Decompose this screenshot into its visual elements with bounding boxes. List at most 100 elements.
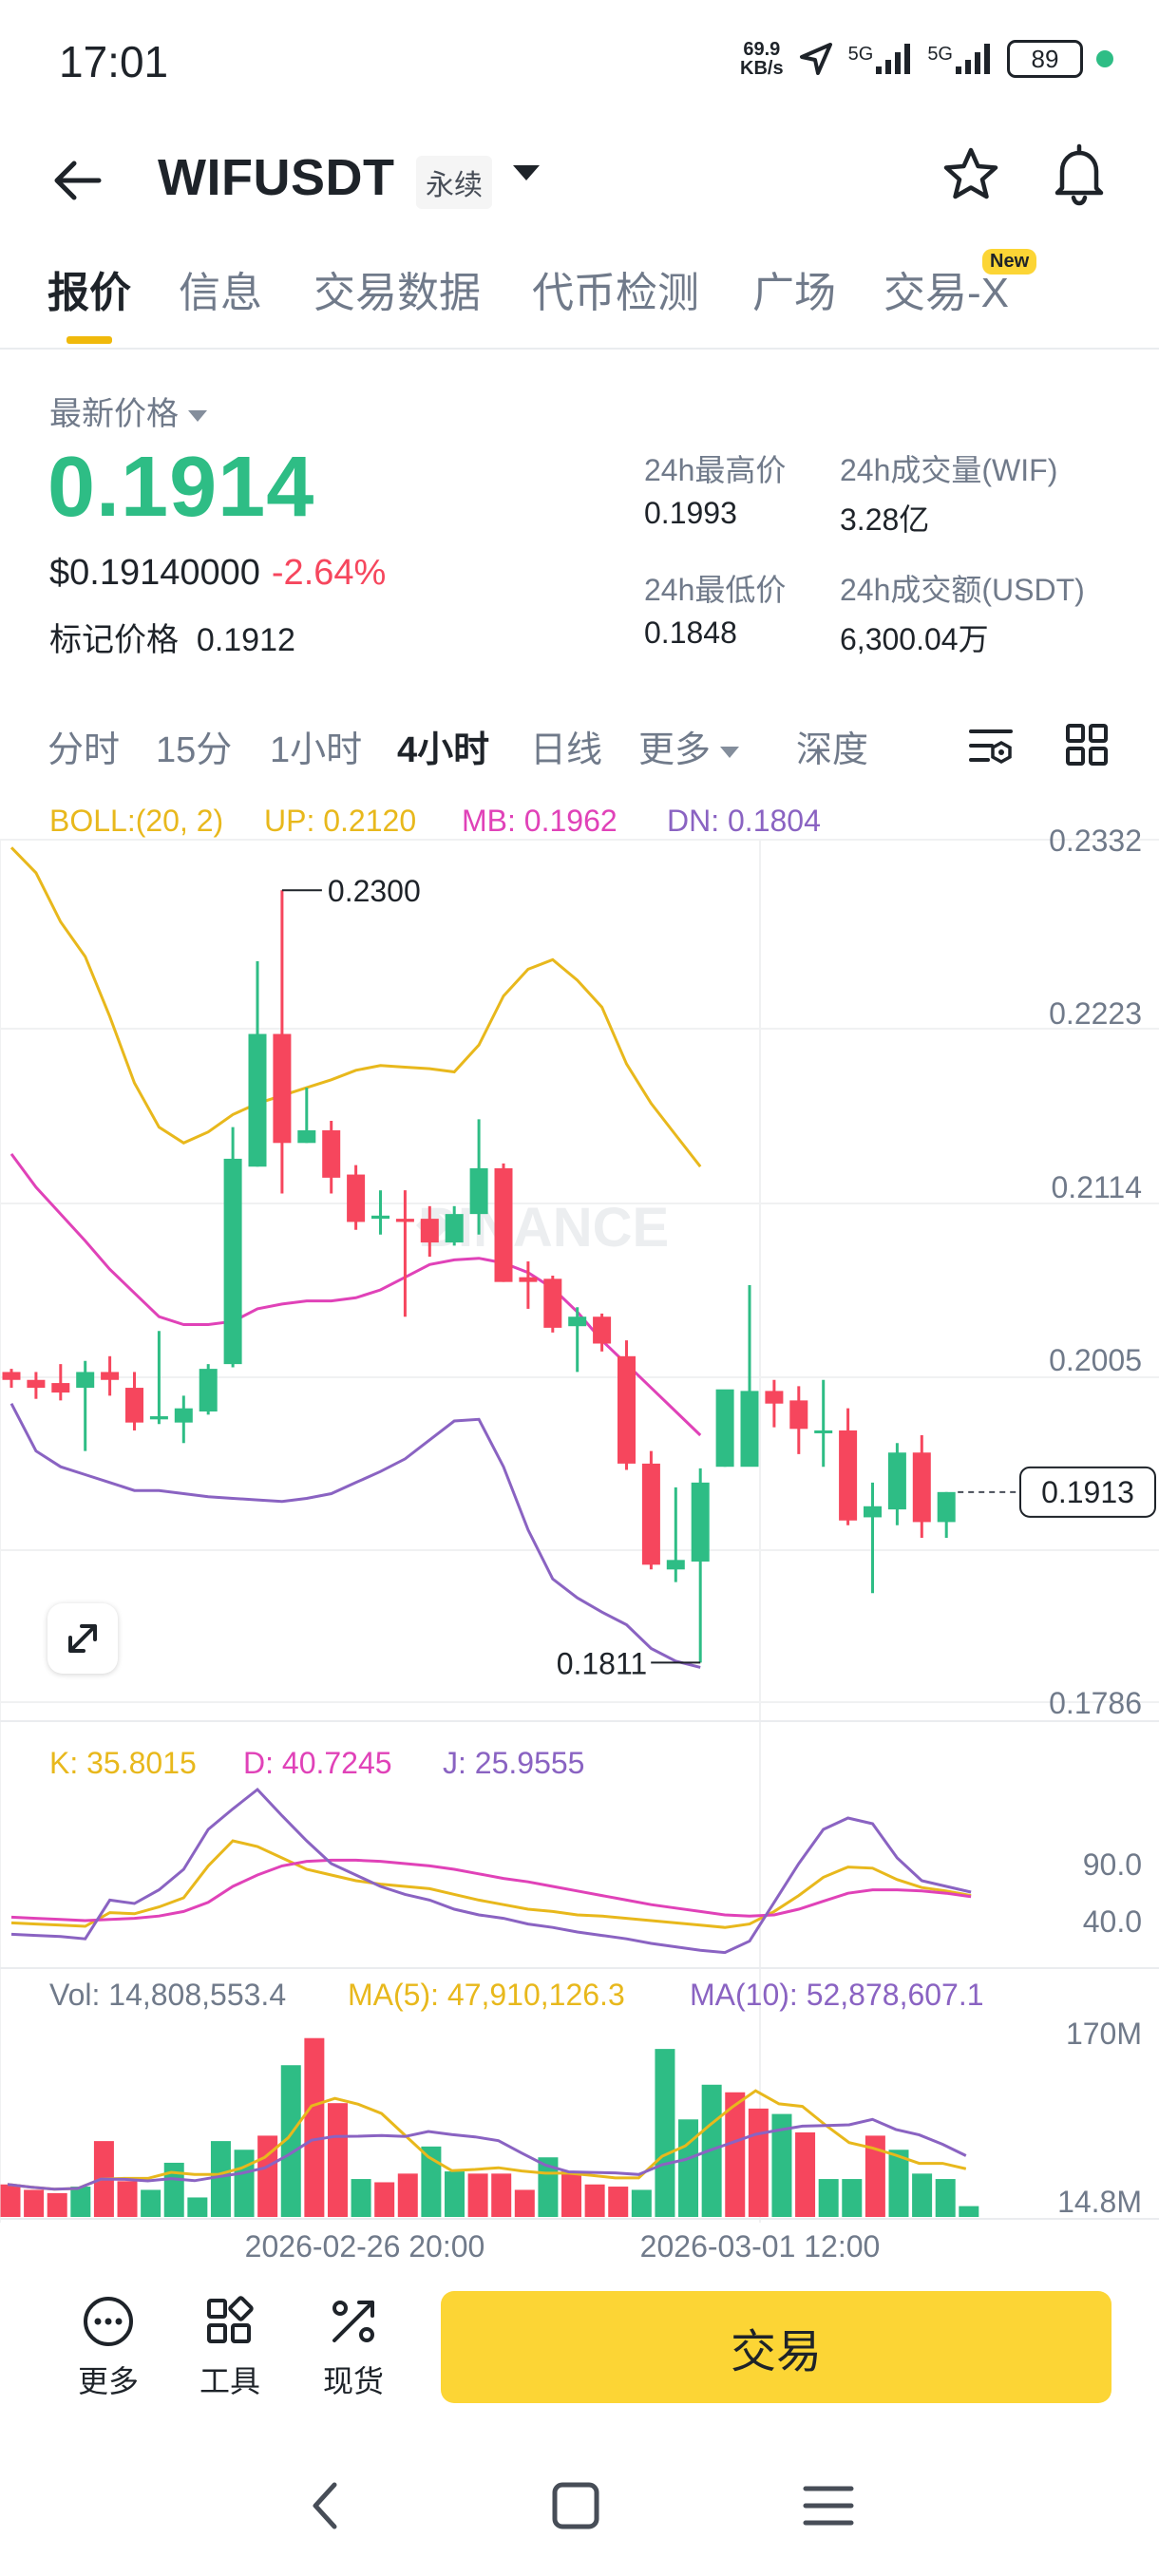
candle-body: [641, 1463, 660, 1565]
boll-lower-line: [10, 1403, 701, 1669]
high-24h-label: 24h最高价: [644, 453, 787, 487]
kline-chart[interactable]: BINANCE0.23320.22230.21140.20050.17860.2…: [0, 0, 1159, 2261]
chart-settings-icon[interactable]: [967, 722, 1015, 769]
candle-body: [740, 1391, 759, 1468]
volume-bar: [351, 2179, 371, 2217]
last-price-label-text: 最新价格: [49, 396, 179, 432]
trade-button[interactable]: 交易: [441, 2291, 1112, 2403]
price-axis-tick: 0.2005: [1049, 1343, 1142, 1377]
volume-bar: [631, 2189, 652, 2217]
candle-body: [864, 1506, 882, 1518]
back-arrow-icon[interactable]: [49, 152, 106, 209]
candle-body: [248, 1033, 267, 1167]
symbol-dropdown-icon[interactable]: [513, 165, 540, 180]
volume-bar: [163, 2162, 184, 2217]
signal-2-icon: 5G: [927, 44, 994, 74]
layout-grid-icon[interactable]: [1064, 722, 1110, 767]
volume-bar: [327, 2103, 348, 2217]
price-axis-tick: 0.1786: [1049, 1686, 1142, 1720]
interval-15m[interactable]: 15分: [156, 730, 233, 770]
last-price-label[interactable]: 最新价格: [49, 388, 207, 434]
nav-back-icon[interactable]: [302, 2477, 350, 2534]
candle-body: [593, 1316, 612, 1344]
interval-timeline[interactable]: 分时: [48, 730, 121, 770]
volume-bar: [584, 2184, 605, 2217]
tab-quote[interactable]: 报价: [48, 270, 131, 316]
time-axis-label: 2026-02-26 20:00: [245, 2229, 485, 2261]
turnover-24h-label: 24h成交额(USDT): [840, 573, 1085, 607]
boll-params: BOLL:(20, 2): [49, 804, 224, 838]
volume-bar: [24, 2189, 45, 2217]
candle-body: [174, 1408, 193, 1423]
tab-token-check[interactable]: 代币检测: [532, 270, 699, 316]
more-dots-icon: [84, 2297, 133, 2346]
interval-4h[interactable]: 4小时: [397, 730, 490, 770]
volume-bar: [561, 2171, 582, 2217]
interval-more[interactable]: 更多: [638, 720, 740, 772]
battery-level: 89: [1031, 44, 1059, 73]
boll-mb: MB: 0.1962: [462, 804, 618, 838]
signal-1-icon: 5G: [848, 44, 915, 74]
interval-depth[interactable]: 深度: [796, 730, 869, 770]
notification-bell-icon[interactable]: [1049, 142, 1110, 207]
volume-bar: [280, 2065, 301, 2217]
active-tab-indicator: [66, 336, 112, 344]
volume-axis-tick: 14.8M: [1057, 2185, 1142, 2219]
interval-tabs: 分时 15分 1小时 4小时 日线 更多 深度: [0, 714, 1159, 781]
system-nav-bar: [0, 2439, 1159, 2576]
volume-bar: [842, 2179, 863, 2217]
kdj-d: D: 40.7245: [243, 1746, 392, 1780]
volume-ma5-line: [7, 2089, 967, 2191]
volume-bar: [514, 2189, 535, 2217]
candle-body: [691, 1482, 710, 1562]
symbol-title[interactable]: WIFUSDT: [158, 149, 395, 206]
network-speed: 69.9 KB/s: [740, 40, 784, 78]
candle-body: [347, 1174, 366, 1222]
caret-down-icon: [720, 746, 740, 758]
candle-body: [125, 1388, 143, 1423]
mark-price: 标记价格 0.1912: [49, 614, 295, 660]
candle-body: [2, 1372, 21, 1380]
interval-1d[interactable]: 日线: [530, 730, 603, 770]
volume-bar: [0, 2184, 21, 2217]
volume-bar: [374, 2182, 395, 2217]
privacy-indicator-dot: [1096, 50, 1113, 67]
volume-bar: [608, 2187, 629, 2217]
more-button[interactable]: 更多: [61, 2293, 156, 2401]
volume-bar: [70, 2187, 91, 2217]
network-speed-unit: KB/s: [740, 58, 784, 79]
fullscreen-button[interactable]: [48, 1603, 118, 1674]
candle-body: [27, 1379, 46, 1389]
candle-body: [371, 1215, 390, 1220]
favorite-star-icon[interactable]: [940, 144, 1001, 205]
mark-price-label: 标记价格: [49, 622, 179, 658]
volume-bar: [117, 2181, 138, 2217]
tab-info[interactable]: 信息: [179, 270, 262, 316]
tab-square[interactable]: 广场: [752, 270, 836, 316]
boll-upper-line: [10, 846, 702, 1168]
kdj-j: J: 25.9555: [443, 1746, 585, 1780]
volume-bar: [257, 2135, 278, 2217]
usd-price-value: $0.19140000: [49, 553, 260, 593]
more-label: 更多: [77, 2364, 139, 2398]
volume-ma10: MA(10): 52,878,607.1: [690, 1978, 984, 2012]
candle-body: [912, 1452, 931, 1523]
turnover-24h-value: 6,300.04万: [840, 622, 989, 656]
volume-24h-label: 24h成交量(WIF): [840, 453, 1058, 487]
nav-menu-icon[interactable]: [802, 2479, 855, 2532]
interval-1h[interactable]: 1小时: [270, 730, 363, 770]
tab-trading-data[interactable]: 交易数据: [314, 270, 481, 316]
kdj-axis-tick: 40.0: [1083, 1904, 1142, 1939]
nav-home-icon[interactable]: [549, 2479, 602, 2532]
candle-body: [322, 1129, 341, 1178]
spot-label: 现货: [322, 2364, 384, 2398]
volume-bar: [397, 2173, 418, 2217]
tools-button[interactable]: 工具: [182, 2293, 277, 2401]
spot-button[interactable]: 现货: [306, 2293, 401, 2401]
price-axis-tick: 0.2332: [1049, 824, 1142, 858]
candle-body: [543, 1279, 562, 1328]
volume-bar: [210, 2141, 231, 2217]
candle-body: [618, 1355, 636, 1464]
caret-down-icon: [188, 410, 207, 423]
tab-trade-x[interactable]: 交易-X: [884, 270, 1009, 316]
